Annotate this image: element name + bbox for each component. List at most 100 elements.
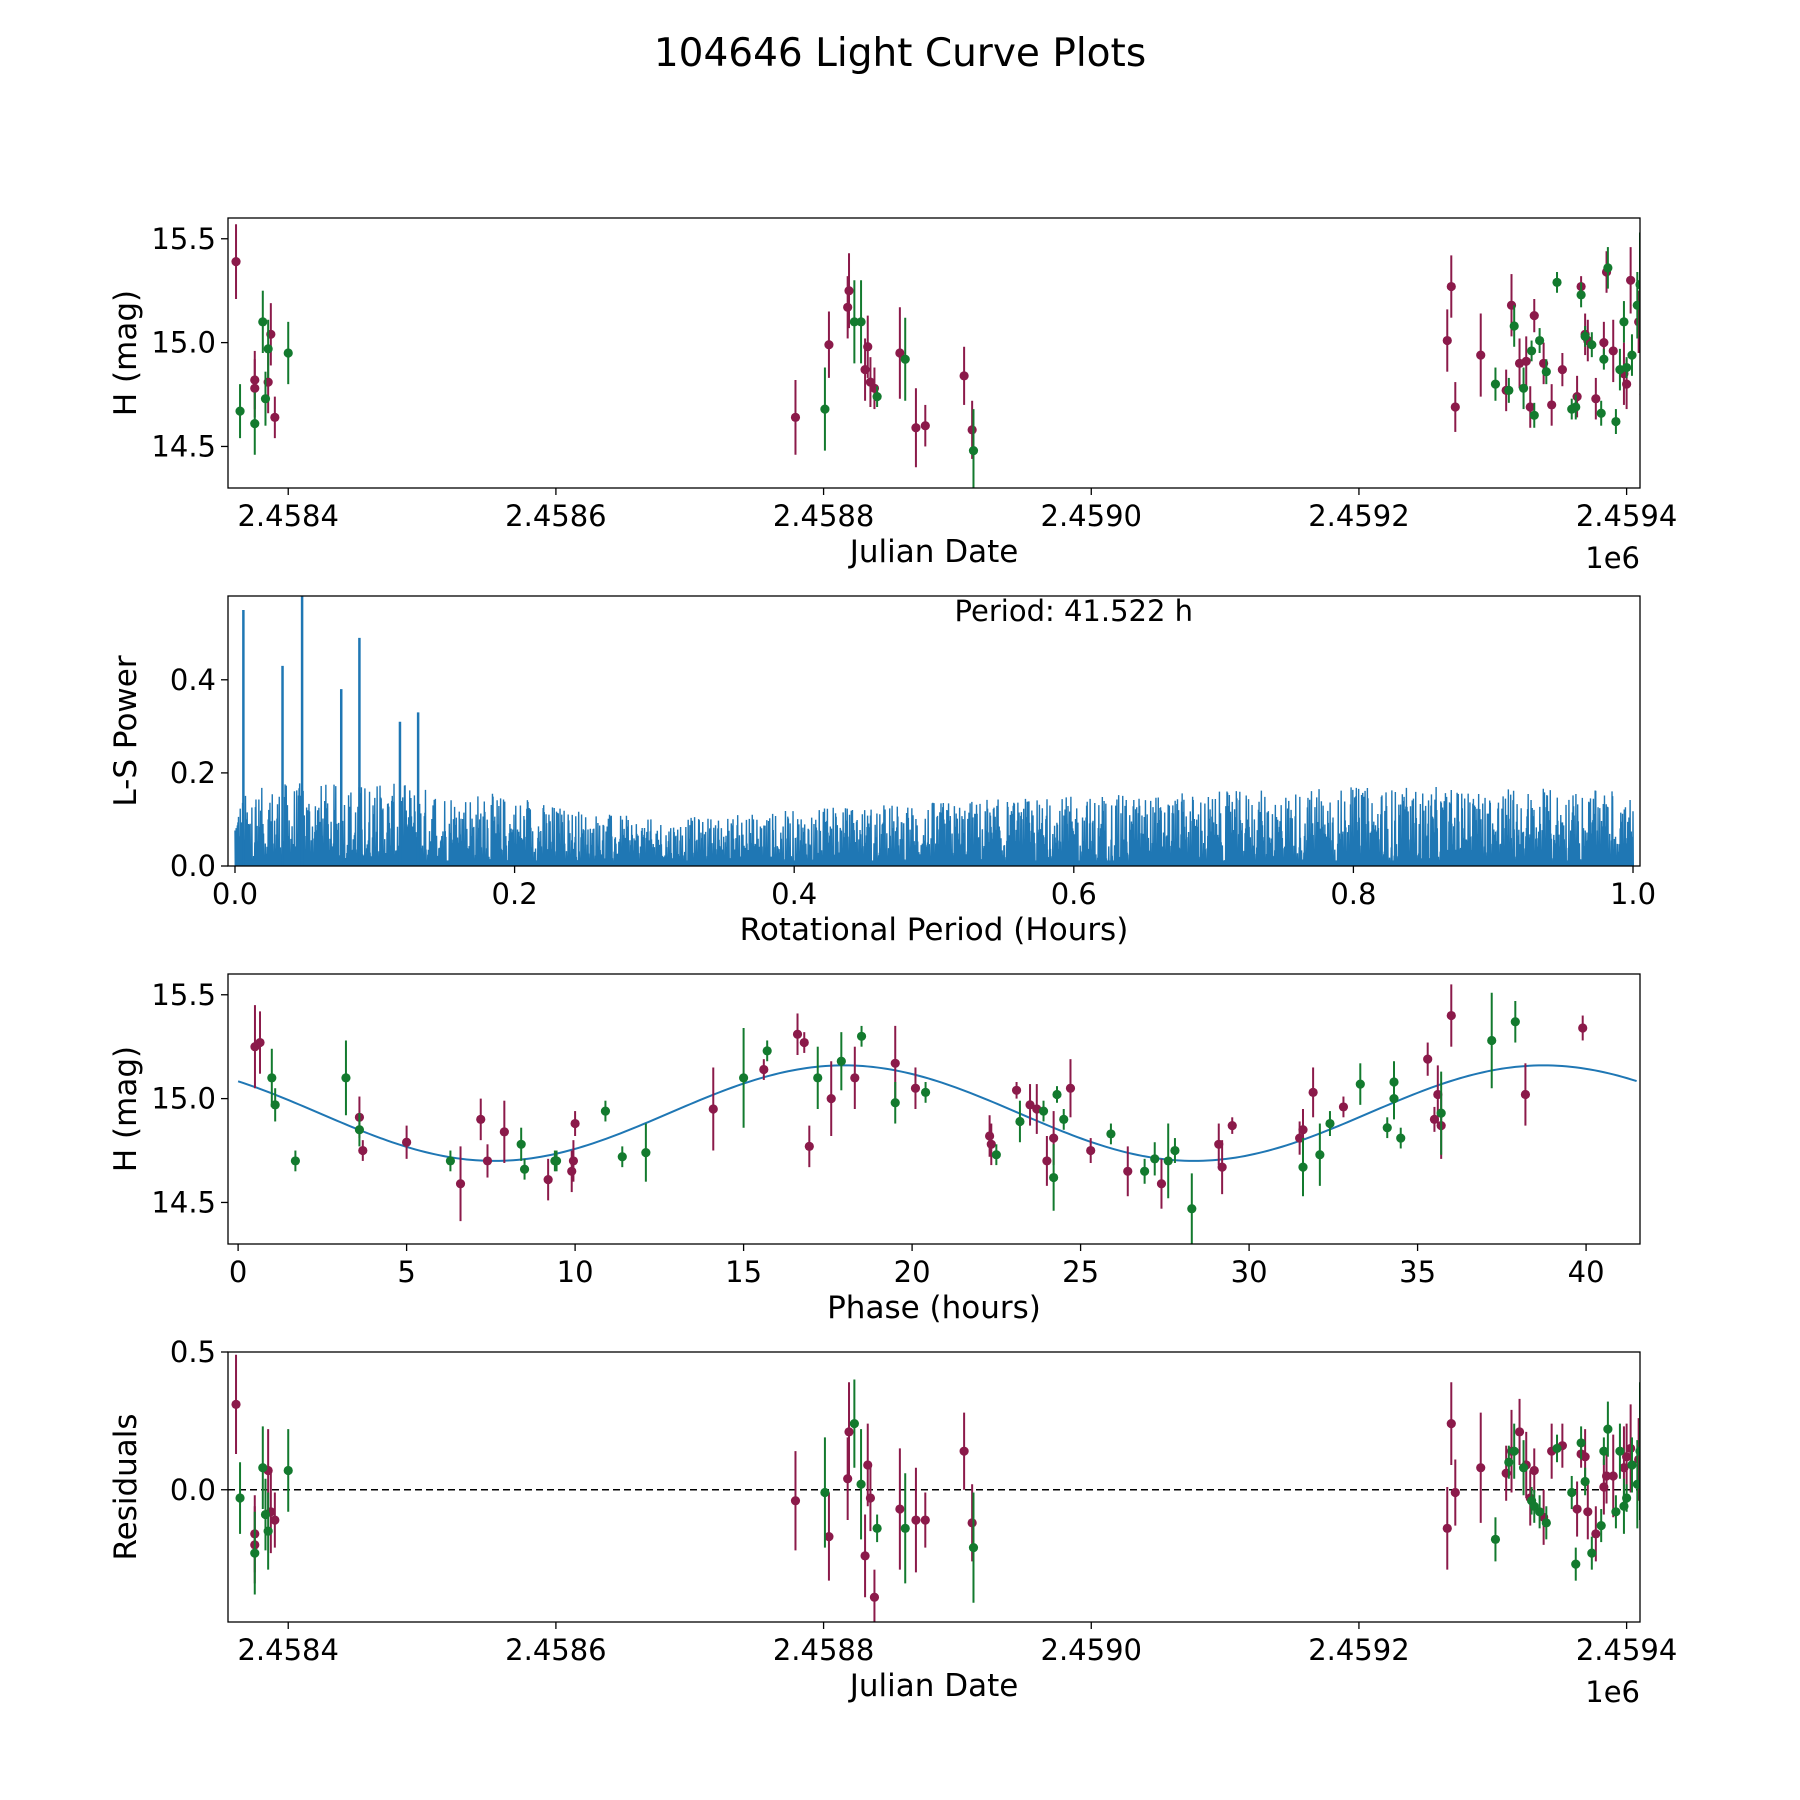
data-marker [1049, 1133, 1059, 1143]
data-marker [968, 446, 979, 456]
data-point-green [1490, 1517, 1501, 1562]
data-point-red [1622, 1423, 1632, 1490]
fit-curve [237, 1064, 1637, 1162]
data-point-green [1603, 247, 1613, 289]
data-marker [1622, 379, 1632, 389]
data-marker [1552, 1443, 1562, 1454]
data-marker [1634, 317, 1640, 327]
data-point-red [844, 253, 854, 329]
data-point-red [985, 1115, 995, 1157]
data-marker [567, 1166, 577, 1176]
x-tick-label: 1.0 [1610, 877, 1656, 911]
data-point-green [820, 367, 830, 451]
data-point-green [1059, 1109, 1069, 1130]
x-axis-label: Julian Date [848, 534, 1019, 570]
phase-fold-frame [227, 973, 1641, 1245]
data-marker [1601, 1471, 1612, 1481]
data-marker [354, 1125, 365, 1135]
x-tick-label: 2.4592 [1308, 1633, 1409, 1667]
data-marker [1635, 1446, 1640, 1456]
data-point-green [641, 1123, 651, 1182]
x-tick-label: 2.4594 [1576, 1633, 1677, 1667]
data-marker [1450, 402, 1460, 412]
data-marker [804, 1141, 814, 1151]
data-marker [258, 317, 268, 327]
data-marker [1622, 1452, 1632, 1462]
data-marker [1429, 1114, 1440, 1124]
data-marker [270, 1515, 280, 1525]
data-marker [1626, 1443, 1636, 1454]
data-marker [283, 348, 293, 358]
y-tick-label: 0.5 [170, 1335, 216, 1369]
data-point-red [482, 1144, 493, 1178]
data-marker [844, 286, 854, 296]
data-point-green [849, 1379, 859, 1468]
x-tick-label: 35 [1399, 1255, 1436, 1289]
data-marker [1442, 1523, 1452, 1533]
data-point-green [235, 384, 245, 439]
data-point-red [1668, 303, 1677, 365]
data-marker [895, 1504, 905, 1514]
data-point-red [1042, 1136, 1052, 1186]
data-point-red [1450, 1459, 1460, 1526]
data-marker [1578, 1023, 1588, 1033]
data-marker [1580, 1452, 1590, 1462]
data-point-green [1163, 1123, 1173, 1199]
data-point-red [1514, 1398, 1525, 1465]
data-marker [860, 1551, 870, 1561]
data-point-green [1541, 359, 1551, 385]
data-marker [790, 1496, 801, 1506]
data-marker [967, 425, 977, 435]
y-axis-label: H (mag) [108, 1046, 144, 1172]
data-point-green [1526, 340, 1537, 362]
data-marker [826, 1094, 836, 1104]
data-point-red [865, 1464, 876, 1532]
data-marker [499, 1127, 509, 1137]
data-point-green [849, 280, 859, 364]
data-marker [270, 412, 280, 422]
data-marker [1490, 379, 1501, 389]
data-marker [255, 1037, 265, 1048]
data-point-green [900, 1473, 910, 1584]
data-point-green [872, 386, 882, 407]
data-point-red [1639, 1429, 1640, 1435]
data-marker [1521, 356, 1531, 366]
data-marker [1639, 1429, 1640, 1435]
data-marker [1396, 1133, 1406, 1143]
periodogram-panel: Period: 41.522 h 0.0 0.2 0.4 0.6 0.8 1.0 0.0 0.2… [108, 594, 1656, 948]
data-point-green [263, 319, 273, 378]
data-point-green [1580, 1467, 1590, 1496]
data-point-green [1596, 1509, 1606, 1543]
data-marker [402, 1137, 412, 1147]
data-point-red [543, 1158, 553, 1201]
y-tick-label: 0.0 [170, 849, 216, 883]
data-point-green [600, 1100, 611, 1122]
data-point-red [1578, 1015, 1588, 1041]
data-marker [1619, 317, 1629, 327]
data-point-green [1382, 1117, 1392, 1139]
data-point-green [1635, 232, 1640, 337]
data-marker [1052, 1089, 1062, 1100]
data-point-red [1634, 290, 1640, 353]
x-axis-label: Phase (hours) [827, 1290, 1041, 1326]
data-point-red [869, 1569, 880, 1622]
data-marker [1504, 1457, 1514, 1467]
data-point-red [920, 404, 930, 447]
data-point-red [1677, 388, 1686, 450]
data-marker [849, 317, 859, 327]
data-marker [1504, 385, 1514, 395]
data-marker [270, 1100, 280, 1110]
data-point-red [1608, 1434, 1618, 1518]
data-point-red [1583, 1484, 1593, 1540]
data-point-green [1504, 377, 1514, 403]
data-marker [1446, 1419, 1456, 1429]
data-marker [1580, 331, 1590, 341]
y-tick-label: 14.5 [151, 1185, 216, 1219]
data-marker [283, 1465, 293, 1476]
data-marker [895, 348, 905, 358]
data-marker [1599, 1446, 1609, 1456]
light-curve-panel: 2.4584 2.4586 2.4588 2.4590 2.4592 2.4594 14.5… [108, 217, 1686, 575]
data-point-green [991, 1144, 1001, 1166]
data-marker [850, 1073, 860, 1083]
data-point-red [570, 1111, 580, 1136]
